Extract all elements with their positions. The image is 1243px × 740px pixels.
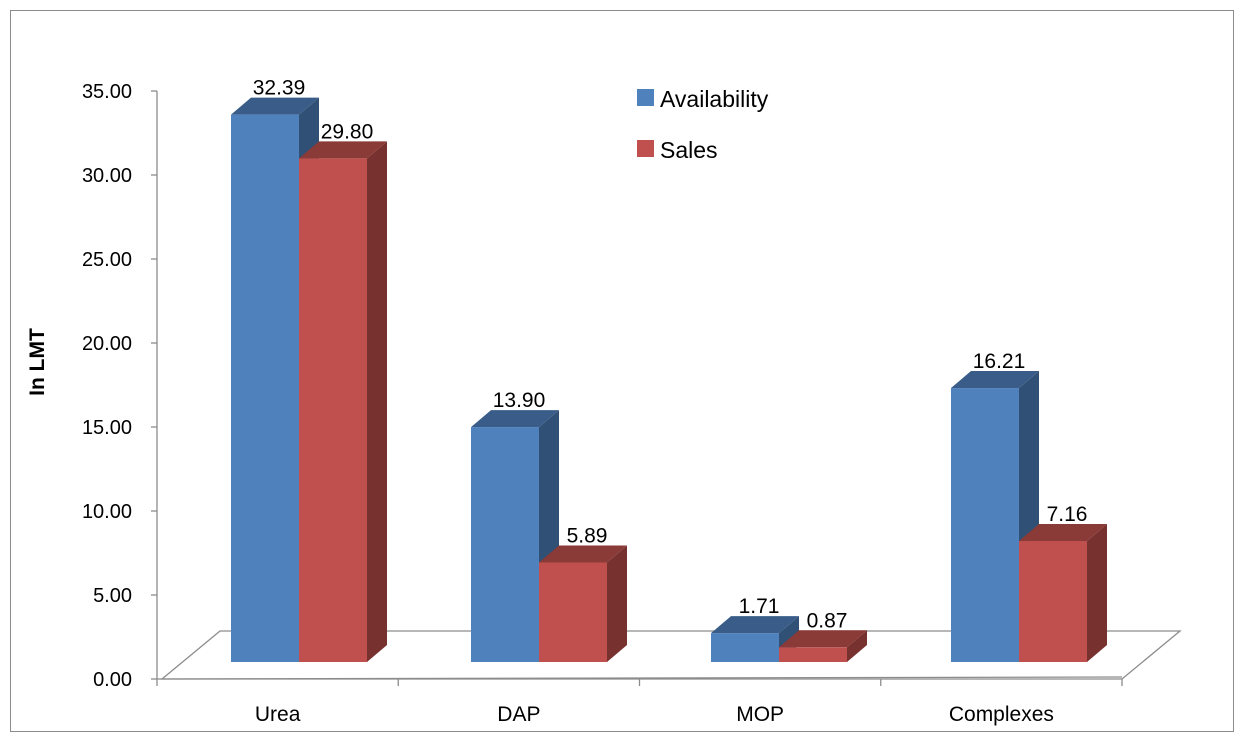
- x-tick-label: DAP: [497, 703, 540, 726]
- bar-top: [1019, 523, 1107, 541]
- bar-front: [231, 114, 299, 662]
- data-label: 32.39: [253, 77, 306, 100]
- bar-front: [779, 647, 847, 662]
- legend-swatch: [637, 89, 654, 106]
- data-labels: 32.39 29.80 13.90 5.89 1.71 0.87 16.21 7.16: [253, 77, 1088, 633]
- bar-side: [1087, 523, 1107, 662]
- bar-front: [299, 158, 367, 662]
- bar-front: [1019, 540, 1087, 662]
- bar-top: [299, 141, 387, 159]
- x-tick-label: MOP: [736, 703, 784, 726]
- data-label: 0.87: [807, 609, 848, 632]
- bar-top: [471, 410, 559, 428]
- legend-item: Sales: [637, 137, 718, 163]
- y-tick-label: 30.00: [82, 165, 132, 187]
- data-label: 29.80: [321, 120, 374, 143]
- bar-top: [539, 545, 627, 563]
- legend-label: Availability: [660, 86, 769, 112]
- bar: [779, 630, 867, 662]
- x-tick-label: Complexes: [949, 703, 1054, 726]
- y-tick-label: 0.00: [93, 669, 132, 691]
- bar: [1019, 523, 1107, 662]
- bar-front: [539, 562, 607, 662]
- data-label: 13.90: [493, 389, 546, 412]
- bar: [711, 616, 799, 662]
- y-tick-label: 20.00: [82, 333, 132, 355]
- legend: Availability Sales: [637, 86, 769, 163]
- bar-top: [231, 97, 319, 115]
- y-tick-label: 10.00: [82, 501, 132, 523]
- legend-item: Availability: [637, 86, 769, 112]
- y-axis-label: In LMT: [26, 328, 49, 396]
- legend-swatch: [637, 140, 654, 157]
- axes: 0.00 5.00 10.00 15.00 20.00 25.00 30.00 35.00 Ur…: [82, 81, 1182, 726]
- bar-front: [711, 633, 779, 662]
- bars: [231, 97, 1107, 662]
- bar-top: [711, 616, 799, 634]
- y-tick-label: 5.00: [93, 585, 132, 607]
- bar-side: [847, 630, 867, 662]
- bar: [539, 545, 627, 662]
- y-tick-label: 25.00: [82, 249, 132, 271]
- bar-side: [607, 545, 627, 662]
- x-tick-label: Urea: [255, 703, 301, 726]
- bar: [951, 371, 1039, 662]
- data-label: 7.16: [1047, 503, 1088, 526]
- bar-side: [367, 141, 387, 662]
- data-label: 1.71: [739, 595, 780, 618]
- y-tick-label: 15.00: [82, 417, 132, 439]
- bar-front: [951, 388, 1019, 662]
- x-axis-line: [156, 676, 1123, 680]
- bar-top: [779, 630, 867, 648]
- bar-top: [951, 371, 1039, 389]
- data-label: 16.21: [973, 350, 1026, 373]
- bar: [299, 141, 387, 662]
- legend-label: Sales: [660, 137, 718, 163]
- data-label: 5.89: [567, 524, 608, 547]
- y-tick-label: 35.00: [82, 81, 132, 103]
- floor: [160, 630, 1182, 680]
- bar-front: [471, 427, 539, 662]
